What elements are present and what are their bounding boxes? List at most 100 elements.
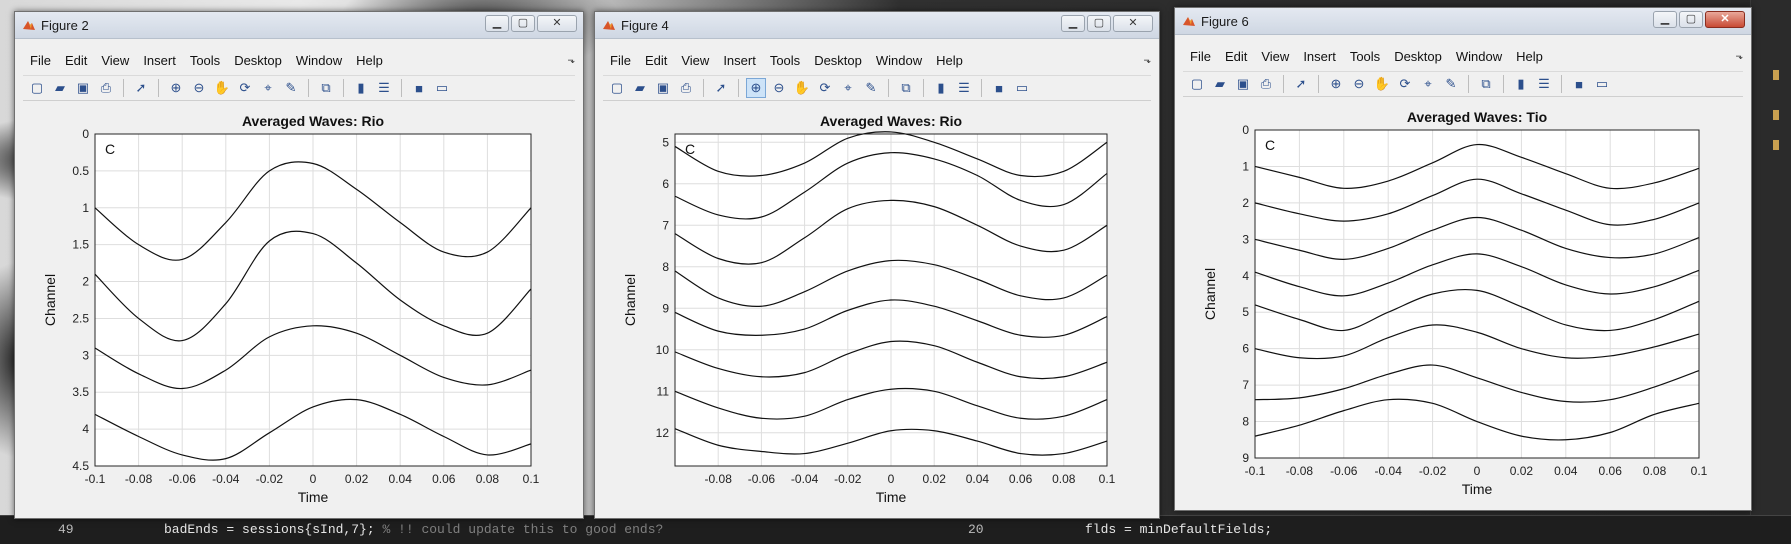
- data-cursor-icon[interactable]: ⌖: [264, 80, 272, 95]
- series-line[interactable]: [94, 325, 532, 390]
- menu-item-window[interactable]: Window: [1455, 48, 1503, 64]
- series-line[interactable]: [1254, 324, 1700, 360]
- print-icon[interactable]: ⎙: [680, 80, 692, 95]
- window-titlebar[interactable]: Figure 4 ▁ ▢ ✕: [595, 12, 1159, 39]
- series-line[interactable]: [1254, 216, 1700, 260]
- plot-canvas[interactable]: Averaged Waves: Rio -0.08 -0.06 -0.04 -0.02 0…: [603, 104, 1151, 514]
- print-icon[interactable]: ⎙: [1260, 76, 1272, 91]
- menu-item-insert[interactable]: Insert: [143, 52, 176, 68]
- series-line[interactable]: [674, 259, 1108, 308]
- series-line[interactable]: [674, 340, 1108, 380]
- menu-item-desktop[interactable]: Desktop: [814, 52, 862, 68]
- print-icon[interactable]: ⎙: [100, 80, 112, 95]
- colorbar-icon[interactable]: ▮: [937, 80, 945, 95]
- menu-item-insert[interactable]: Insert: [1303, 48, 1336, 64]
- minimize-button[interactable]: ▁: [1061, 15, 1085, 32]
- code-line[interactable]: flds = minDefaultFields;: [1085, 522, 1273, 537]
- rotate-icon[interactable]: ⟳: [819, 80, 831, 95]
- window-titlebar[interactable]: Figure 6 ▁ ▢ ✕: [1175, 8, 1751, 35]
- zoom-in-icon[interactable]: ⊕: [746, 78, 766, 98]
- code-line[interactable]: badEnds = sessions{sInd,7}; % !! could u…: [164, 522, 663, 537]
- menu-item-insert[interactable]: Insert: [723, 52, 756, 68]
- window-titlebar[interactable]: Figure 2 ▁ ▢ ✕: [15, 12, 583, 39]
- menu-item-help[interactable]: Help: [1516, 48, 1543, 64]
- axes-area[interactable]: Averaged Waves: Rio -0.1 -0.08 -0.06 -0.04 -0…: [23, 104, 575, 514]
- legend-icon[interactable]: ☰: [958, 80, 970, 95]
- menu-item-help[interactable]: Help: [936, 52, 963, 68]
- dock-arrow-icon[interactable]: ⬎: [1735, 50, 1743, 61]
- save-icon[interactable]: ▣: [76, 80, 90, 95]
- menu-item-file[interactable]: File: [30, 52, 51, 68]
- pan-icon[interactable]: ✋: [213, 80, 231, 95]
- pointer-icon[interactable]: ➚: [135, 80, 147, 95]
- save-icon[interactable]: ▣: [1236, 76, 1250, 91]
- menu-item-desktop[interactable]: Desktop: [1394, 48, 1442, 64]
- open-icon[interactable]: ▰: [55, 80, 65, 95]
- legend-icon[interactable]: ☰: [1538, 76, 1550, 91]
- series-line[interactable]: [1254, 364, 1700, 403]
- pan-icon[interactable]: ✋: [793, 80, 811, 95]
- series-line[interactable]: [674, 151, 1108, 220]
- save-icon[interactable]: ▣: [656, 80, 670, 95]
- pointer-icon[interactable]: ➚: [715, 80, 727, 95]
- brush-icon[interactable]: ✎: [285, 80, 297, 95]
- menu-item-tools[interactable]: Tools: [769, 52, 801, 68]
- maximize-button[interactable]: ▢: [1087, 15, 1111, 32]
- close-button[interactable]: ✕: [537, 15, 577, 32]
- show-plot-tools-icon[interactable]: ▭: [435, 80, 449, 95]
- series-line[interactable]: [674, 428, 1108, 456]
- plot-canvas[interactable]: Averaged Waves: Tio -0.1 -0.08 -0.06 -0.04 -0…: [1183, 100, 1743, 506]
- colorbar-icon[interactable]: ▮: [1517, 76, 1525, 91]
- zoom-out-icon[interactable]: ⊖: [1353, 76, 1365, 91]
- zoom-in-icon[interactable]: ⊕: [170, 80, 182, 95]
- menu-item-view[interactable]: View: [681, 52, 710, 68]
- series-line[interactable]: [94, 398, 532, 461]
- brush-icon[interactable]: ✎: [865, 80, 877, 95]
- menu-item-tools[interactable]: Tools: [1349, 48, 1381, 64]
- figure-window-2[interactable]: Figure 2 ▁ ▢ ✕ File Edit View Insert Tools De…: [14, 11, 584, 519]
- series-line[interactable]: [1254, 143, 1700, 190]
- series-line[interactable]: [674, 299, 1108, 338]
- minimize-button[interactable]: ▁: [485, 15, 509, 32]
- menu-item-edit[interactable]: Edit: [1224, 48, 1248, 64]
- axes-area[interactable]: Averaged Waves: Rio -0.08 -0.06 -0.04 -0.02 0…: [603, 104, 1151, 514]
- series-line[interactable]: [1254, 398, 1700, 441]
- pan-icon[interactable]: ✋: [1373, 76, 1391, 91]
- link-plot-icon[interactable]: ⧉: [321, 80, 331, 95]
- new-figure-icon[interactable]: ▢: [30, 80, 44, 95]
- dock-arrow-icon[interactable]: ⬎: [567, 54, 575, 65]
- brush-icon[interactable]: ✎: [1445, 76, 1457, 91]
- hide-plot-tools-icon[interactable]: ■: [1575, 76, 1583, 92]
- rotate-icon[interactable]: ⟳: [1399, 76, 1411, 91]
- show-plot-tools-icon[interactable]: ▭: [1015, 80, 1029, 95]
- series-line[interactable]: [1254, 253, 1700, 297]
- minimize-button[interactable]: ▁: [1653, 11, 1677, 28]
- data-cursor-icon[interactable]: ⌖: [1424, 76, 1432, 91]
- data-cursor-icon[interactable]: ⌖: [844, 80, 852, 95]
- open-icon[interactable]: ▰: [1215, 76, 1225, 91]
- menu-item-edit[interactable]: Edit: [644, 52, 668, 68]
- maximize-button[interactable]: ▢: [511, 15, 535, 32]
- series-line[interactable]: [94, 161, 532, 261]
- menu-item-help[interactable]: Help: [356, 52, 383, 68]
- menu-item-edit[interactable]: Edit: [64, 52, 88, 68]
- axes-area[interactable]: Averaged Waves: Tio -0.1 -0.08 -0.06 -0.04 -0…: [1183, 100, 1743, 506]
- zoom-out-icon[interactable]: ⊖: [193, 80, 205, 95]
- rotate-icon[interactable]: ⟳: [239, 80, 251, 95]
- menu-item-view[interactable]: View: [1261, 48, 1290, 64]
- hide-plot-tools-icon[interactable]: ■: [995, 80, 1003, 96]
- plot-canvas[interactable]: Averaged Waves: Rio -0.1 -0.08 -0.06 -0.04 -0…: [23, 104, 575, 514]
- close-button[interactable]: ✕: [1705, 11, 1745, 28]
- series-line[interactable]: [94, 230, 532, 342]
- pointer-icon[interactable]: ➚: [1295, 76, 1307, 91]
- menu-item-file[interactable]: File: [610, 52, 631, 68]
- legend-icon[interactable]: ☰: [378, 80, 390, 95]
- zoom-out-icon[interactable]: ⊖: [773, 80, 785, 95]
- close-button[interactable]: ✕: [1113, 15, 1153, 32]
- zoom-in-icon[interactable]: ⊕: [1330, 76, 1342, 91]
- maximize-button[interactable]: ▢: [1679, 11, 1703, 28]
- series-line[interactable]: [1254, 178, 1700, 226]
- menu-item-file[interactable]: File: [1190, 48, 1211, 64]
- new-figure-icon[interactable]: ▢: [610, 80, 624, 95]
- colorbar-icon[interactable]: ▮: [357, 80, 365, 95]
